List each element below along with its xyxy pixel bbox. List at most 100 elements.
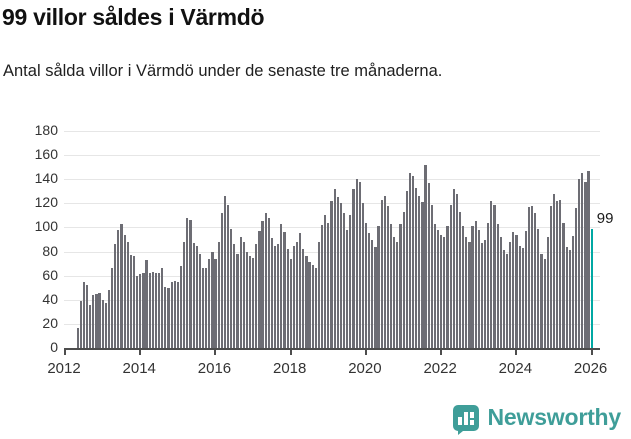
bar: [226, 204, 230, 348]
bar: [386, 205, 390, 348]
bar: [358, 181, 361, 348]
bar: [389, 223, 393, 348]
bar: [302, 249, 305, 348]
bar: [581, 173, 584, 348]
bar: [173, 280, 176, 348]
bar: [114, 244, 117, 348]
bar: [280, 223, 283, 348]
bar: [496, 223, 499, 348]
bar: [132, 256, 136, 348]
logo-bar-2: [463, 411, 468, 425]
bar: [154, 273, 158, 348]
bar: [349, 215, 352, 348]
y-axis-tick-label: 80: [42, 242, 58, 259]
bar: [405, 191, 408, 348]
bar: [399, 223, 402, 348]
bar: [568, 250, 571, 348]
x-axis-tick-label: 2016: [197, 360, 232, 377]
x-axis-tick-label: 2024: [498, 360, 533, 377]
bar: [179, 266, 183, 348]
bar: [446, 226, 449, 348]
bar: [151, 272, 154, 348]
bar: [346, 229, 349, 348]
bar: [477, 229, 480, 348]
bar: [308, 262, 311, 348]
x-axis-labels: 2012 2014 2016 2018 2020 2022 2024 2026: [47, 360, 607, 386]
bar: [355, 179, 358, 348]
bar: [458, 211, 462, 348]
bar: [277, 244, 280, 348]
bar: [531, 205, 534, 348]
page-title: 99 villor såldes i Värmdö: [2, 4, 265, 30]
bar: [239, 237, 242, 348]
bar: [571, 235, 574, 348]
bar: [324, 215, 327, 348]
bar: [198, 253, 201, 348]
bar: [524, 231, 527, 348]
x-axis-tick: [289, 348, 292, 355]
bar: [214, 258, 217, 348]
bar: [415, 187, 418, 348]
x-axis-tick: [440, 348, 443, 355]
bar: [145, 260, 148, 348]
x-axis-tick: [515, 348, 518, 355]
bar-highlighted: [590, 228, 593, 348]
bar: [540, 253, 543, 348]
bar: [117, 229, 120, 348]
bar: [443, 237, 446, 348]
bar: [161, 268, 164, 348]
bar: [167, 287, 170, 348]
bar: [578, 179, 581, 348]
bar: [484, 239, 487, 348]
gridline: [64, 131, 600, 132]
bar: [527, 206, 531, 348]
bar: [299, 233, 302, 348]
bar-series: 99: [64, 131, 613, 348]
bar: [111, 268, 114, 348]
bar: [534, 212, 537, 348]
bar: [559, 199, 562, 348]
bar: [104, 303, 107, 348]
bar: [76, 327, 79, 348]
bar: [364, 222, 368, 348]
x-axis-tick: [139, 348, 142, 355]
bar: [317, 241, 321, 348]
bar: [261, 221, 264, 348]
x-axis-tick-label: 2022: [423, 360, 457, 377]
bar: [286, 249, 289, 348]
y-axis-tick-label: 0: [50, 339, 58, 355]
bar: [424, 164, 427, 348]
bar: [289, 258, 292, 348]
bar: [383, 196, 386, 348]
bar: [230, 228, 233, 348]
bar: [499, 237, 502, 348]
bar: [245, 251, 248, 348]
bar: [462, 226, 465, 348]
value-label-latest: 99: [596, 209, 614, 227]
bar: [283, 232, 286, 348]
bar: [374, 246, 377, 348]
bar: [556, 200, 559, 348]
bar: [562, 222, 565, 348]
bar: [123, 234, 126, 348]
bar: [408, 173, 411, 348]
bar: [342, 212, 346, 348]
bar: [201, 268, 205, 348]
gridline: [64, 155, 600, 157]
x-axis-tick-label: 2026: [573, 360, 608, 377]
bar: [333, 188, 336, 348]
bar: [549, 205, 553, 348]
bar: [205, 268, 208, 348]
bar: [295, 241, 299, 348]
bar: [480, 243, 484, 348]
bar: [330, 200, 333, 348]
bar: [189, 220, 192, 348]
newsworthy-logo[interactable]: Newsworthy: [452, 404, 621, 435]
bar: [427, 182, 430, 348]
bar: [471, 226, 474, 348]
bar: [474, 221, 477, 348]
bar: [101, 299, 104, 348]
bar: [129, 255, 132, 348]
bar: [455, 193, 458, 348]
bar: [267, 217, 270, 348]
